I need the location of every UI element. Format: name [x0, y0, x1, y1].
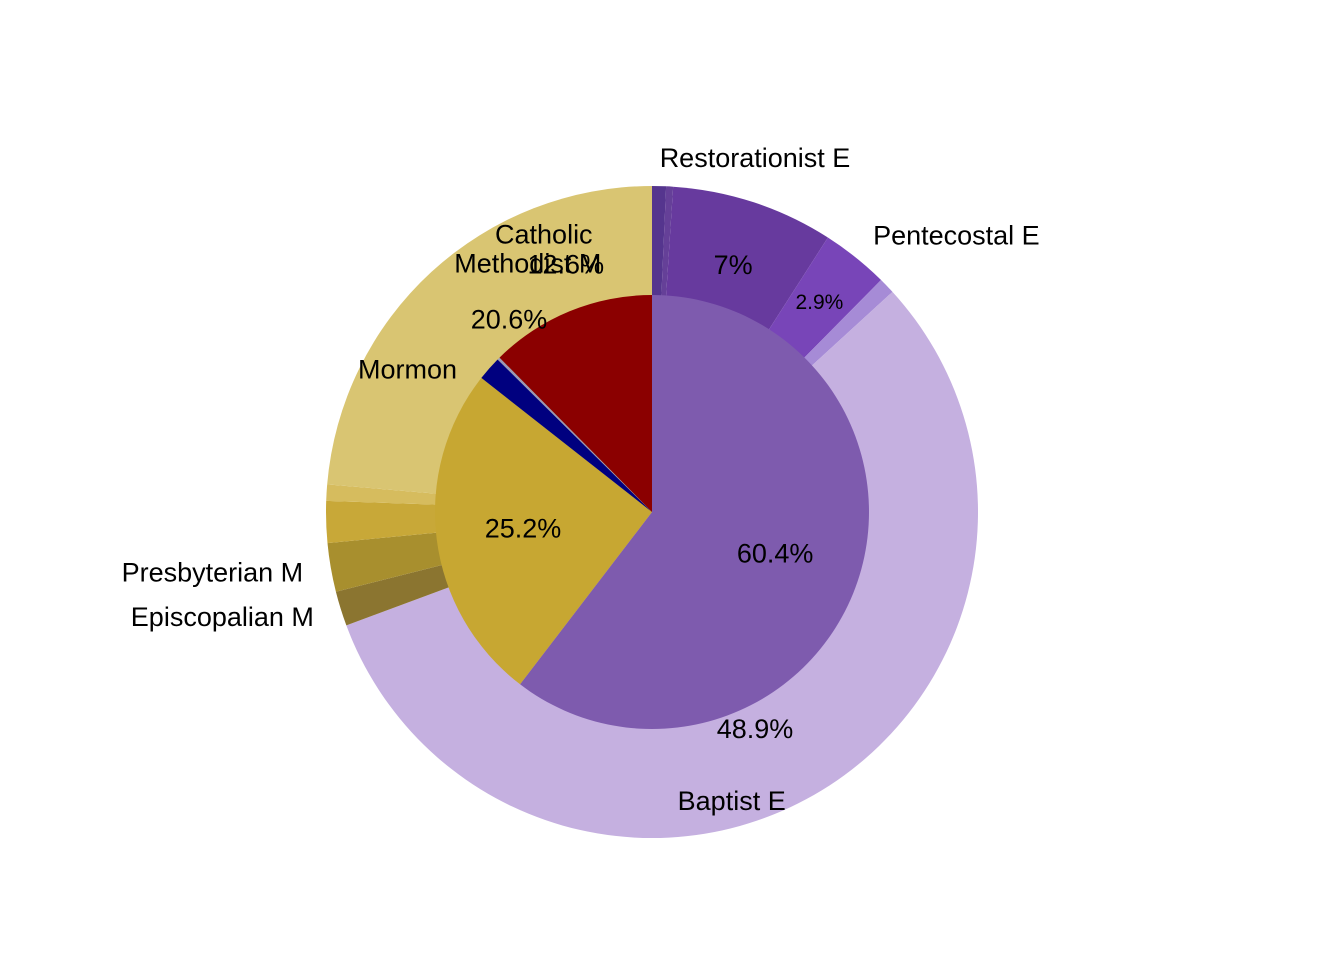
inner-slice-segment-2: [434, 377, 652, 685]
outer-label-name-6: Baptist E: [678, 786, 786, 816]
inner-slice-catholic: [499, 295, 652, 512]
inner-label-name-5: Catholic: [495, 219, 593, 249]
outer-label-value-3: 7%: [714, 250, 753, 280]
inner-ring: [434, 295, 869, 729]
outer-label-value-11: 20.6%: [471, 304, 548, 334]
inner-label-value-2: 25.2%: [485, 513, 562, 543]
inner-slice-segment-4: [497, 357, 652, 512]
outer-label-name-7: Episcopalian M: [131, 602, 314, 632]
outer-label-name-11: Methodist M: [454, 249, 601, 279]
inner-slice-segment-1: [520, 295, 869, 729]
inner-label-value-5: 12.6%: [528, 249, 605, 279]
inner-label-value-1: 60.4%: [737, 539, 814, 569]
inner-label-name-3: Mormon: [358, 354, 457, 384]
outer-label-name-4: Pentecostal E: [873, 221, 1040, 251]
inner-slice-mormon: [481, 359, 652, 512]
outer-label-value-4: 2.9%: [795, 291, 843, 314]
outer-label-name-1: Restorationist E: [660, 143, 851, 173]
outer-label-name-8: Presbyterian M: [122, 557, 304, 587]
outer-label-value-6: 48.9%: [717, 714, 794, 744]
